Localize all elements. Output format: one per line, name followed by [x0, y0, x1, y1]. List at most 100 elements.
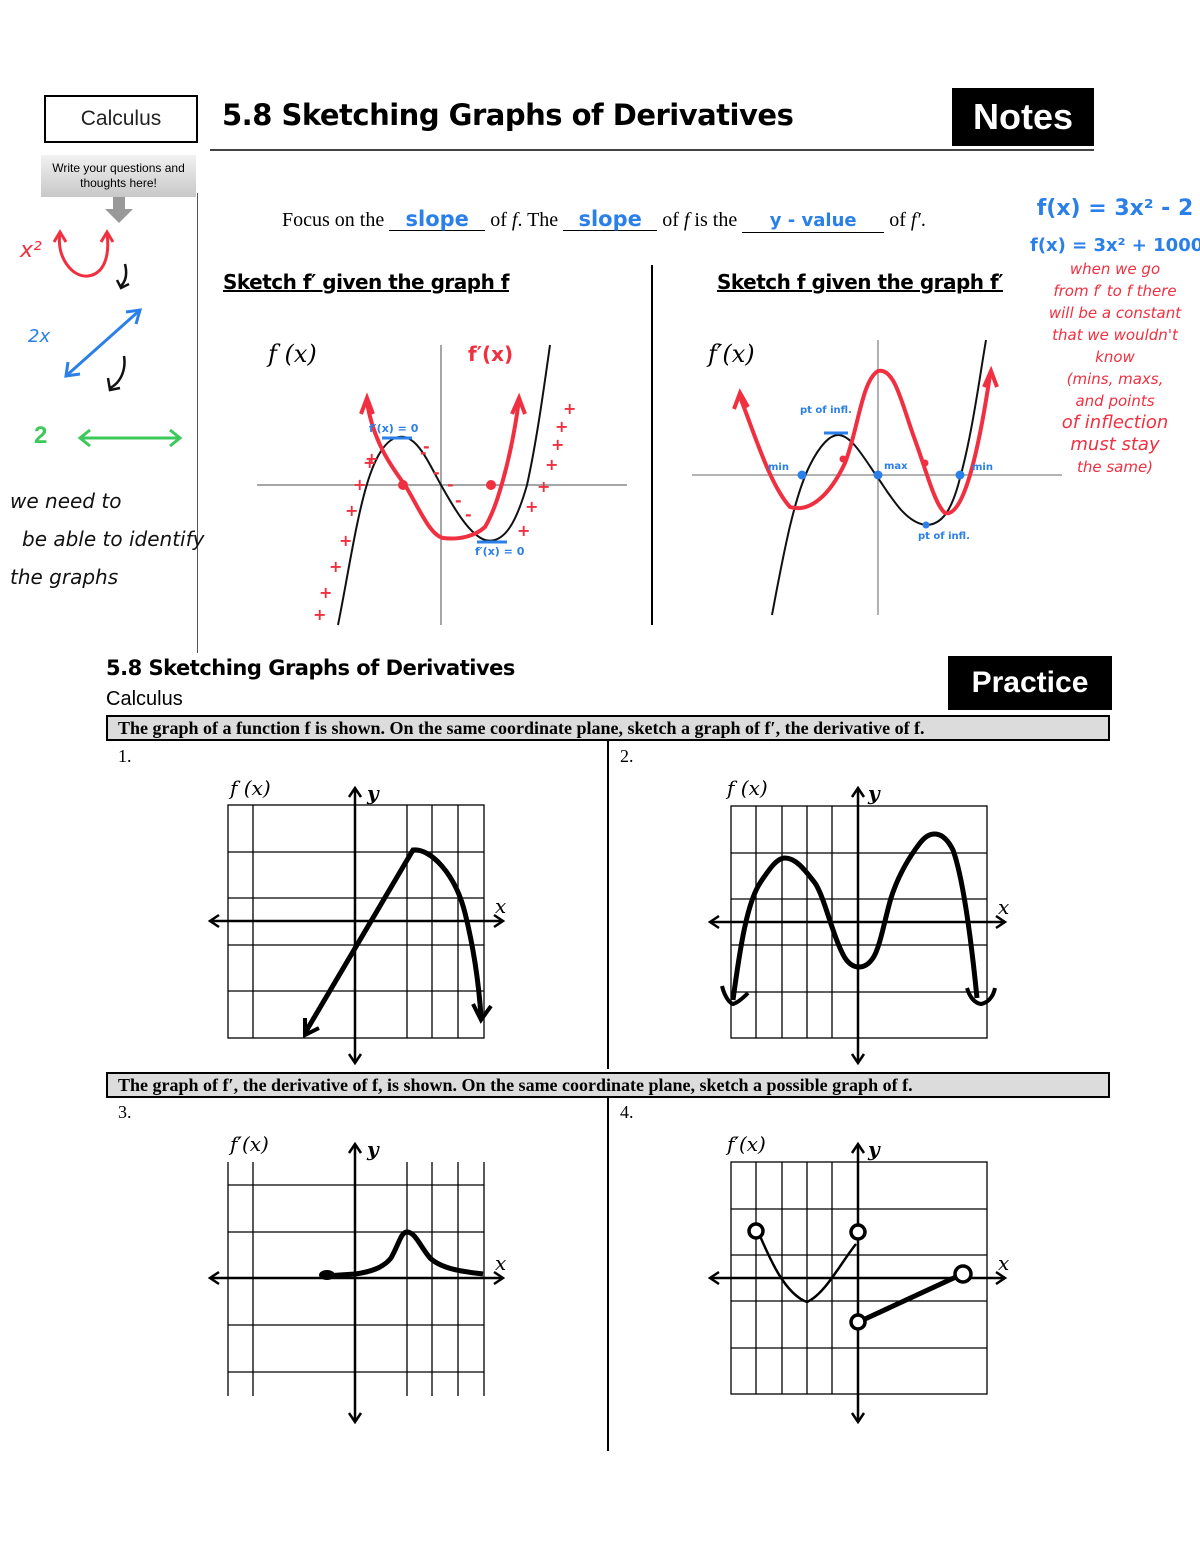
graph-label: f (x) — [230, 776, 271, 800]
svg-text:+: + — [363, 453, 376, 472]
notes-graph-left: +++++++ +++++++ + ------ f′(x) = 0 f′(x)… — [257, 344, 627, 626]
sentence-var: f′ — [910, 209, 921, 231]
svg-text:+: + — [313, 605, 326, 624]
sentence-var: f — [511, 209, 518, 231]
derivative-label: f′(x) — [468, 342, 514, 366]
section-heading-f: Sketch f given the graph f′ — [717, 270, 1003, 294]
graph-label: f′(x) — [230, 1132, 269, 1156]
practice-title: 5.8 Sketching Graphs of Derivatives — [106, 656, 515, 680]
annotation: pt of infl. — [918, 531, 970, 542]
annotation: f′(x) = 0 — [475, 545, 525, 558]
annotation: min — [972, 462, 993, 473]
sentence-var: f — [683, 209, 690, 231]
problem-1-graph: y x — [207, 781, 506, 1066]
note-line: will be a constant — [1048, 304, 1182, 322]
two-label: 2 — [34, 422, 48, 449]
course-label: Calculus — [80, 107, 162, 130]
equation-1: f(x) = 3x² - 2 — [1036, 196, 1194, 221]
x-axis-label: x — [495, 894, 506, 918]
problem-number: 4. — [620, 1102, 634, 1122]
margin-divider — [197, 193, 198, 653]
svg-text:+: + — [329, 557, 342, 576]
svg-text:-: - — [420, 443, 427, 462]
focus-sentence: Focus on the slope of f. The slope of f … — [282, 208, 926, 233]
graph-label: f (x) — [727, 776, 768, 800]
note-line: must stay — [1070, 434, 1160, 455]
sentence-text: . The — [517, 209, 559, 231]
y-axis-label: y — [867, 781, 881, 805]
svg-text:+: + — [365, 449, 378, 468]
sentence-text: of — [490, 209, 507, 231]
margin-note-line: the graphs — [10, 565, 119, 589]
graph-label: f′(x) — [708, 340, 755, 368]
note-line: and points — [1075, 392, 1155, 410]
x-axis-label: x — [495, 1251, 506, 1275]
blank-answer-1: slope — [389, 208, 486, 231]
sentence-text: . — [920, 209, 926, 231]
x-axis-label: x — [998, 1251, 1009, 1275]
practice-badge: Practice — [948, 656, 1112, 710]
curved-arrow-icon — [115, 263, 130, 290]
svg-text:-: - — [433, 463, 440, 482]
notes-graph-right: pt of infl. min max min pt of infl. — [692, 339, 1062, 616]
problem-2-graph: y x — [707, 781, 1009, 1066]
problem-number: 2. — [620, 746, 634, 766]
down-arrow-icon — [105, 197, 133, 223]
note-line: from f′ to f there — [1053, 282, 1177, 300]
questions-callout: Write your questions and thoughts here! — [41, 155, 196, 197]
practice-column-divider — [607, 741, 609, 1069]
title-divider — [210, 149, 1094, 151]
svg-text:+: + — [537, 477, 550, 496]
note-line: of inflection — [1061, 412, 1169, 433]
svg-text:-: - — [455, 491, 462, 510]
margin-note: we need to be able to identify the graph… — [10, 482, 210, 596]
course-label-box: Calculus — [44, 95, 198, 143]
svg-text:+: + — [319, 583, 332, 602]
annotation: f′(x) = 0 — [369, 422, 419, 435]
note-line: know — [1095, 348, 1135, 366]
practice-column-divider — [607, 1098, 609, 1451]
margin-note-line: be able to identify — [22, 527, 205, 551]
svg-text:+: + — [525, 497, 538, 516]
sentence-text: of — [889, 209, 906, 231]
annotation: max — [884, 461, 908, 472]
two-x-label: 2x — [28, 326, 51, 347]
annotation: pt of infl. — [800, 405, 852, 416]
y-axis-label: y — [366, 781, 380, 805]
svg-text:+: + — [345, 501, 358, 520]
curved-arrow-icon — [106, 355, 126, 392]
problem-number: 1. — [118, 746, 132, 766]
graph-label: f (x) — [268, 340, 317, 368]
line-sketch-icon — [64, 308, 143, 378]
svg-text:+: + — [353, 475, 366, 494]
x-squared-label: x² — [20, 238, 42, 263]
problem-4-graph: y x — [707, 1137, 1009, 1425]
graph-label: f′(x) — [727, 1132, 766, 1156]
sentence-text: of — [662, 209, 679, 231]
x-axis-label: x — [998, 895, 1009, 919]
right-margin-notes: f(x) = 3x² - 2 f(x) = 3x² + 1000 when we… — [1030, 196, 1200, 478]
annotation: min — [768, 462, 789, 473]
parabola-sketch-icon — [52, 229, 115, 278]
svg-text:+: + — [517, 521, 530, 540]
svg-text:-: - — [447, 475, 454, 494]
svg-text:-: - — [465, 505, 472, 524]
note-line: that we wouldn't — [1052, 326, 1178, 344]
section-heading-f-prime: Sketch f′ given the graph f — [223, 270, 509, 294]
svg-text:+: + — [563, 399, 576, 418]
instruction-bar-1: The graph of a function f is shown. On t… — [106, 715, 1110, 741]
page-title: 5.8 Sketching Graphs of Derivatives — [222, 98, 794, 132]
svg-text:+: + — [339, 531, 352, 550]
sentence-text: Focus on the — [282, 209, 385, 231]
svg-text:+: + — [555, 417, 568, 436]
y-axis-label: y — [366, 1137, 380, 1161]
svg-text:-: - — [423, 437, 430, 456]
horizontal-line-sketch-icon — [77, 428, 183, 448]
equation-2: f(x) = 3x² + 1000 — [1030, 235, 1200, 256]
problem-number: 3. — [118, 1102, 132, 1122]
margin-note-line: we need to — [10, 489, 122, 513]
note-line: (mins, maxs, — [1066, 370, 1164, 388]
note-line: when we go — [1069, 260, 1161, 278]
instruction-bar-2: The graph of f′, the derivative of f, is… — [106, 1072, 1110, 1098]
blank-answer-2: slope — [563, 208, 658, 231]
